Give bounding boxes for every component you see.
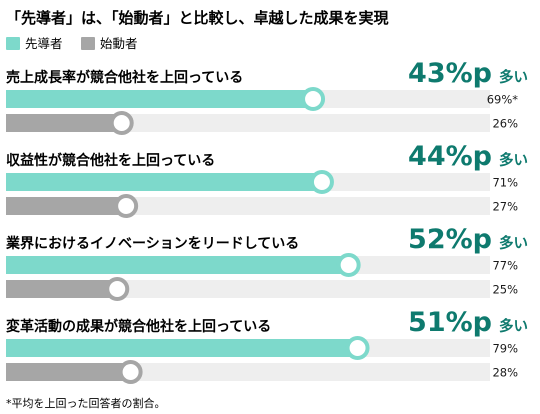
- row-label-2: 収益性が競合他社を上回っている: [6, 152, 215, 169]
- legend: 先導者 始動者: [6, 36, 138, 51]
- value-label-starter-4: 28%: [492, 366, 518, 380]
- difference-value: 52%p: [408, 224, 492, 255]
- bar-knob-starter-2: [114, 194, 139, 218]
- difference-callout-1: 43%p 多い: [408, 58, 528, 89]
- bar-leader-3: [6, 256, 349, 274]
- difference-suffix: 多い: [499, 151, 528, 169]
- bar-knob-leader-4: [345, 336, 370, 360]
- difference-callout-3: 52%p 多い: [408, 224, 528, 255]
- bar-starter-2: [6, 197, 127, 215]
- row-label-4: 変革活動の成果が競合他社を上回っている: [6, 318, 271, 335]
- bar-knob-leader-2: [309, 170, 334, 194]
- chart-rows: 売上成長率が競合他社を上回っている 43%p 多い 69%* 26% 収益性が競合他社を上…: [5, 58, 528, 384]
- chart-title: 「先導者」は、「始動者」と比較し、卓越した成果を実現: [6, 9, 389, 27]
- bar-starter-3: [6, 280, 118, 298]
- bar-starter-1: [6, 114, 122, 132]
- difference-callout-2: 44%p 多い: [408, 141, 528, 172]
- value-label-starter-2: 27%: [492, 200, 518, 214]
- bar-knob-starter-4: [118, 360, 143, 384]
- value-label-leader-3: 77%: [492, 259, 518, 273]
- bar-knob-leader-3: [336, 253, 361, 277]
- row-label-1: 売上成長率が競合他社を上回っている: [6, 69, 243, 86]
- legend-label-starter: 始動者: [100, 36, 138, 51]
- value-label-leader-1: 69%*: [487, 93, 519, 107]
- bar-leader-2: [6, 173, 322, 191]
- value-label-leader-2: 71%: [492, 176, 518, 190]
- bar-knob-starter-3: [105, 277, 130, 301]
- legend-label-leader: 先導者: [25, 36, 63, 51]
- bar-starter-4: [6, 363, 131, 381]
- difference-suffix: 多い: [499, 317, 528, 335]
- bar-leader-1: [6, 90, 314, 108]
- difference-suffix: 多い: [499, 68, 528, 86]
- bar-knob-starter-1: [109, 111, 134, 135]
- difference-callout-4: 51%p 多い: [408, 307, 528, 338]
- row-label-3: 業界におけるイノベーションをリードしている: [5, 235, 299, 252]
- legend-swatch-starter: [81, 37, 95, 50]
- value-label-leader-4: 79%: [492, 342, 518, 356]
- difference-value: 44%p: [408, 141, 492, 172]
- value-label-starter-1: 26%: [492, 117, 518, 131]
- difference-suffix: 多い: [499, 234, 528, 252]
- bar-leader-4: [6, 339, 358, 357]
- bar-knob-leader-1: [301, 87, 326, 111]
- value-label-starter-3: 25%: [492, 283, 518, 297]
- difference-value: 43%p: [408, 58, 492, 89]
- footnote: *平均を上回った回答者の割合。: [6, 396, 166, 410]
- difference-value: 51%p: [408, 307, 492, 338]
- legend-swatch-leader: [6, 37, 20, 50]
